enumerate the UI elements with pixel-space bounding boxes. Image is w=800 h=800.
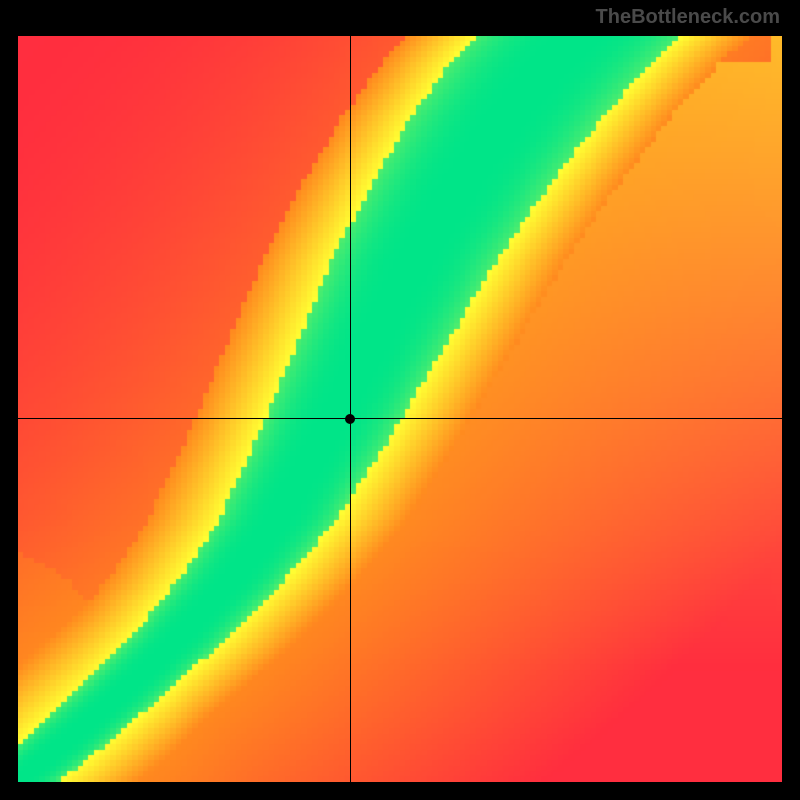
crosshair-marker xyxy=(345,414,355,424)
crosshair-vertical xyxy=(350,36,351,782)
crosshair-horizontal xyxy=(18,418,782,419)
heatmap-plot xyxy=(18,36,782,782)
heatmap-canvas xyxy=(18,36,782,782)
watermark-text: TheBottleneck.com xyxy=(596,6,780,29)
